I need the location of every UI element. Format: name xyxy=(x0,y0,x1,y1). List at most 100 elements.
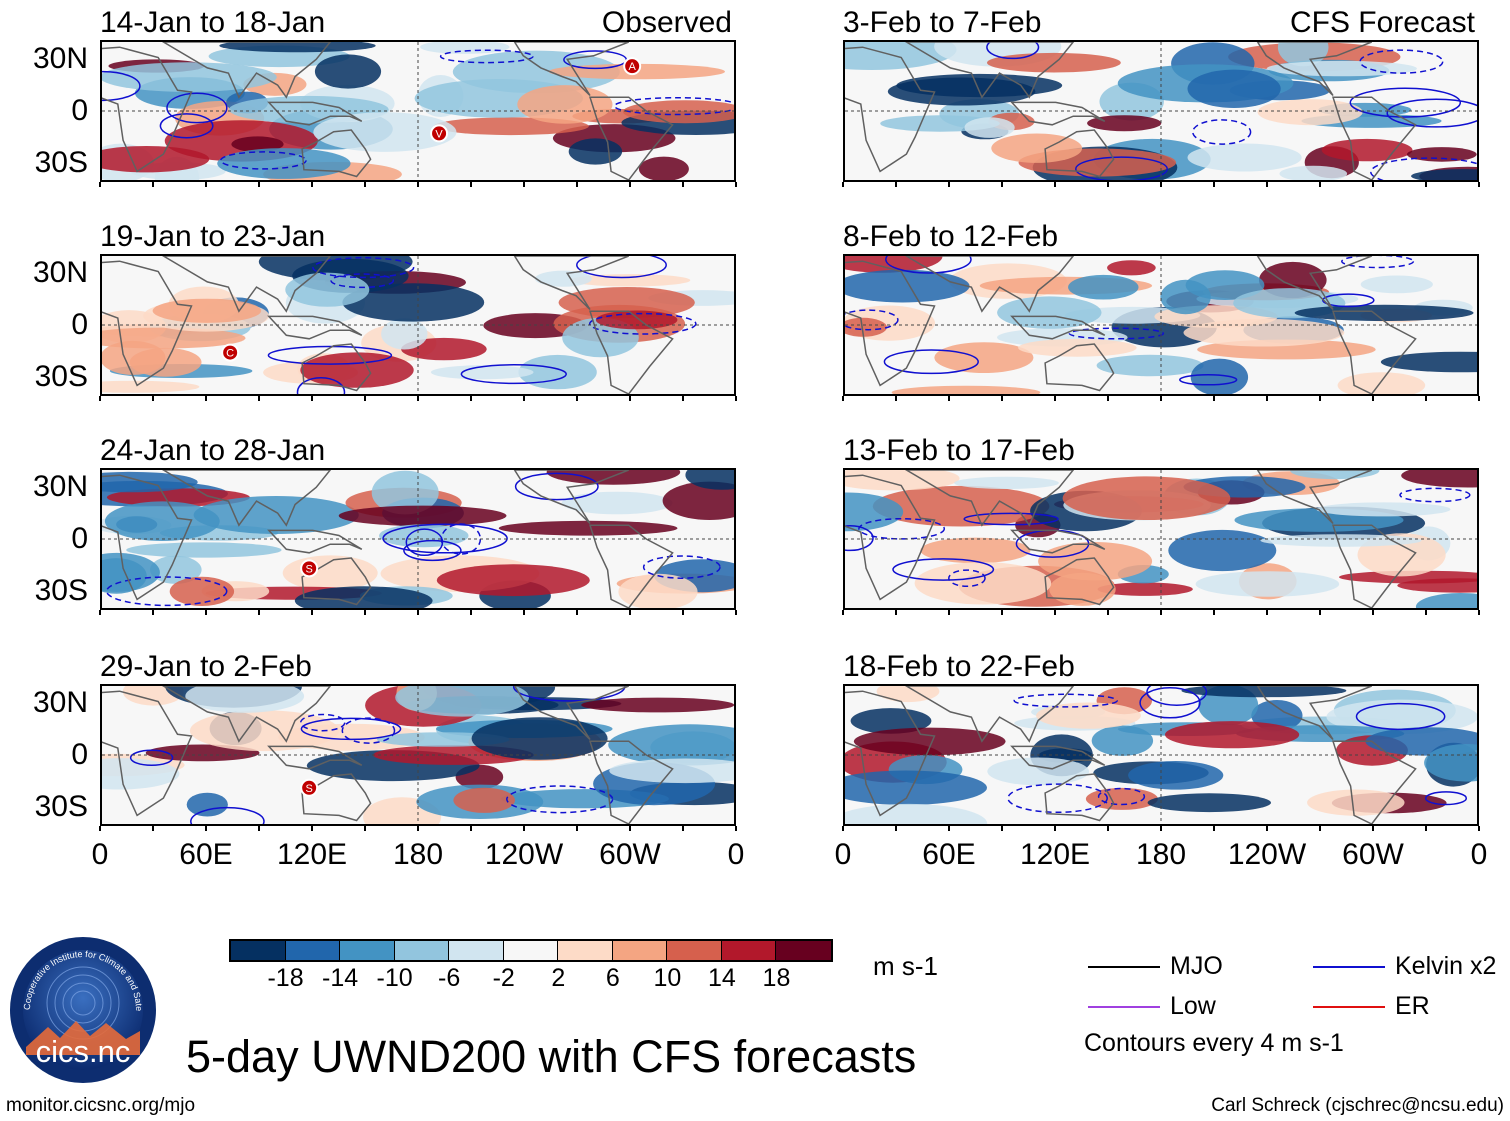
panel-title: 13-Feb to 17-Feb xyxy=(843,434,1075,467)
coastline xyxy=(267,745,363,770)
colorbar-tick-label: -14 xyxy=(322,964,359,992)
lon-tick xyxy=(735,182,737,187)
lon-tick xyxy=(842,182,844,187)
anomaly-blob xyxy=(914,562,1052,605)
anomaly-blob xyxy=(285,272,370,307)
anomaly-blob xyxy=(934,342,1034,373)
coastline xyxy=(904,686,1075,743)
anomaly-blob xyxy=(1165,721,1300,749)
coastline xyxy=(513,686,629,741)
lon-tick xyxy=(1266,396,1268,401)
lon-tick xyxy=(1425,610,1427,615)
anomaly-blob xyxy=(638,156,689,180)
lon-tick xyxy=(629,826,631,831)
lon-tick xyxy=(99,396,101,401)
kelvin-contour xyxy=(885,256,972,274)
lon-tick xyxy=(1054,610,1056,615)
lon-label: 120E xyxy=(276,838,348,871)
map-panel: C xyxy=(100,254,736,396)
lon-tick xyxy=(1425,182,1427,187)
anomaly-blob xyxy=(569,274,691,287)
lon-tick xyxy=(470,396,472,401)
map-panel xyxy=(843,254,1479,396)
anomaly-blob xyxy=(845,269,970,303)
coastline xyxy=(1256,470,1372,525)
anomaly-blob xyxy=(662,481,734,520)
lon-label: 60W xyxy=(599,838,661,871)
lon-tick xyxy=(1266,826,1268,831)
lon-tick xyxy=(1213,396,1215,401)
anomaly-blob xyxy=(430,365,534,380)
lon-tick xyxy=(895,610,897,615)
colorbar-swatch xyxy=(721,941,777,960)
anomaly-blob xyxy=(568,138,623,165)
panel-title: 24-Jan to 28-Jan xyxy=(100,434,326,467)
lon-tick xyxy=(1213,826,1215,831)
lon-tick xyxy=(523,610,525,615)
anomaly-blob xyxy=(1401,470,1477,488)
lon-tick xyxy=(1478,610,1480,615)
lon-label: 180 xyxy=(392,838,444,871)
storm-label: C xyxy=(226,348,234,360)
anomaly-blob xyxy=(1091,725,1154,756)
anomaly-blob xyxy=(1097,582,1193,596)
map-panel xyxy=(843,684,1479,826)
legend-label: Low xyxy=(1170,992,1216,1020)
anomaly-blob xyxy=(231,136,284,152)
colorbar-swatch xyxy=(776,941,831,960)
anomaly-blob xyxy=(845,42,957,70)
lon-tick xyxy=(417,610,419,615)
storm-label: S xyxy=(305,783,312,795)
lon-tick xyxy=(682,610,684,615)
colorbar-tick-label: -2 xyxy=(492,964,515,992)
anomaly-blob xyxy=(1326,699,1477,734)
colorbar-swatch xyxy=(503,941,559,960)
anomaly-blob xyxy=(987,757,1090,786)
kelvin-contour xyxy=(948,569,986,588)
lat-label: 30S xyxy=(34,789,88,823)
lon-tick xyxy=(523,396,525,401)
map-panel: S xyxy=(100,684,736,826)
lon-tick xyxy=(576,182,578,187)
coastline xyxy=(102,690,193,817)
lon-tick xyxy=(1372,826,1374,831)
lon-tick xyxy=(576,610,578,615)
lon-label: 0 xyxy=(1470,838,1488,871)
kelvin-contour xyxy=(845,309,899,331)
anomaly-blob xyxy=(219,42,376,53)
lon-tick xyxy=(99,826,101,831)
map-panel: S xyxy=(100,468,736,610)
lon-tick xyxy=(523,826,525,831)
kelvin-contour xyxy=(312,257,415,279)
kelvin-contour xyxy=(613,96,734,116)
anomaly-blob xyxy=(1128,761,1224,790)
lon-label: 180 xyxy=(1135,838,1187,871)
anomaly-blob xyxy=(518,354,597,390)
kelvin-contour xyxy=(267,345,393,365)
anomaly-blob xyxy=(498,520,678,536)
anomaly-blob xyxy=(896,73,1063,98)
lon-tick xyxy=(735,396,737,401)
kelvin-contour xyxy=(1386,98,1477,128)
anomaly-blob xyxy=(1397,578,1477,593)
lon-tick xyxy=(417,826,419,831)
anomaly-blob xyxy=(1321,138,1413,162)
coastline xyxy=(301,557,372,606)
kelvin-contour xyxy=(1075,156,1168,180)
lon-tick xyxy=(417,396,419,401)
coastline xyxy=(267,315,363,340)
cics-logo: Cooperative Institute for Climate and Sa… xyxy=(5,927,158,1085)
colorbar-tick-label: -10 xyxy=(376,964,413,992)
coastline xyxy=(1044,773,1115,822)
kelvin-contour xyxy=(159,113,214,139)
lon-tick xyxy=(1107,826,1109,831)
lon-tick xyxy=(364,826,366,831)
anomaly-blob xyxy=(891,385,1041,394)
colorbar-swatch xyxy=(394,941,450,960)
anomaly-blob xyxy=(1160,279,1211,315)
kelvin-contour xyxy=(460,364,567,385)
anomaly-blob xyxy=(845,317,887,337)
colorbar-swatch xyxy=(558,941,613,960)
lon-tick xyxy=(1319,396,1321,401)
kelvin-contour xyxy=(986,42,1040,60)
